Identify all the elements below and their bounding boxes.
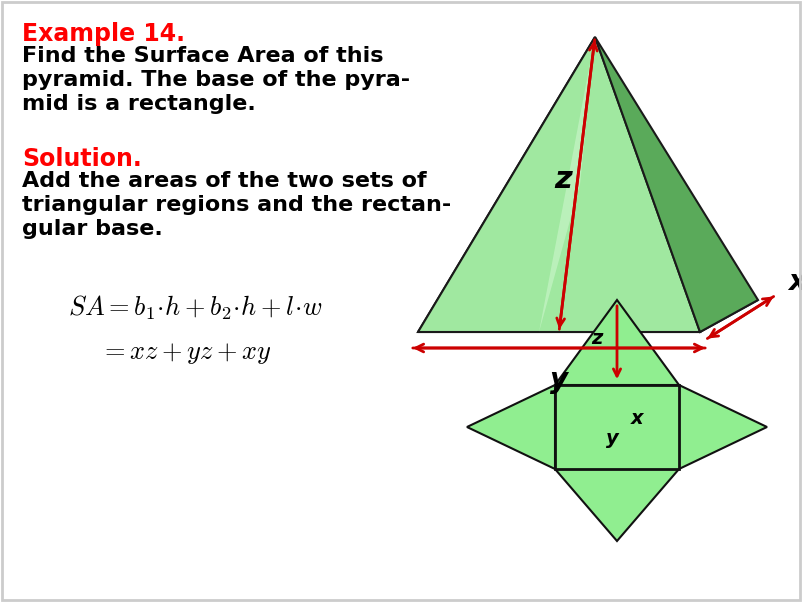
Text: mid is a rectangle.: mid is a rectangle. bbox=[22, 94, 256, 114]
Text: z: z bbox=[592, 329, 603, 348]
Text: gular base.: gular base. bbox=[22, 219, 163, 239]
Polygon shape bbox=[467, 385, 555, 469]
Text: Find the Surface Area of this: Find the Surface Area of this bbox=[22, 46, 383, 66]
Polygon shape bbox=[418, 300, 758, 332]
Text: pyramid. The base of the pyra-: pyramid. The base of the pyra- bbox=[22, 70, 410, 90]
Text: triangular regions and the rectan-: triangular regions and the rectan- bbox=[22, 195, 452, 215]
Text: Add the areas of the two sets of: Add the areas of the two sets of bbox=[22, 171, 427, 191]
Text: y: y bbox=[606, 429, 618, 448]
Polygon shape bbox=[539, 37, 595, 332]
Polygon shape bbox=[555, 300, 679, 385]
Text: y: y bbox=[550, 366, 568, 394]
Polygon shape bbox=[555, 469, 679, 541]
Text: x: x bbox=[788, 268, 802, 296]
Polygon shape bbox=[595, 37, 758, 332]
Text: Example 14.: Example 14. bbox=[22, 22, 185, 46]
Polygon shape bbox=[418, 37, 700, 332]
Text: $SA = b_1 \!\cdot\! h + b_2 \!\cdot\! h + l \!\cdot\! w$: $SA = b_1 \!\cdot\! h + b_2 \!\cdot\! h … bbox=[68, 294, 323, 323]
Polygon shape bbox=[679, 385, 767, 469]
Polygon shape bbox=[555, 385, 679, 469]
Text: z: z bbox=[554, 166, 572, 194]
Text: Solution.: Solution. bbox=[22, 147, 142, 171]
Polygon shape bbox=[418, 37, 595, 332]
Text: $= xz + yz + xy$: $= xz + yz + xy$ bbox=[100, 340, 272, 366]
Text: x: x bbox=[630, 409, 643, 429]
